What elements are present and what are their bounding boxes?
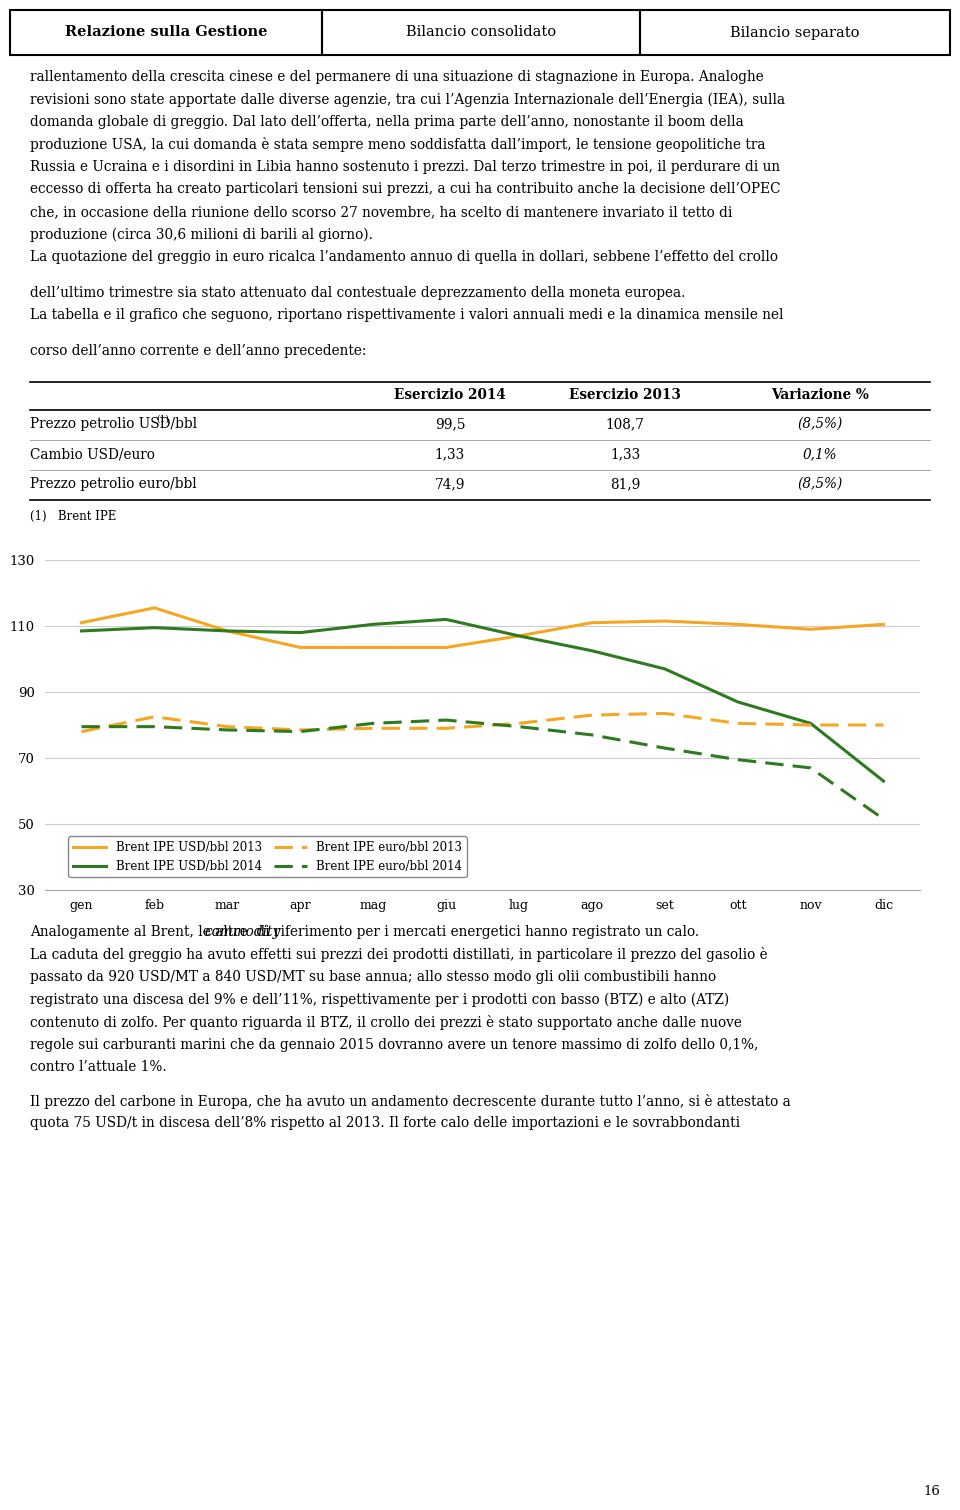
Text: La tabella e il grafico che seguono, riportano rispettivamente i valori annuali : La tabella e il grafico che seguono, rip… bbox=[30, 308, 783, 323]
Text: eccesso di offerta ha creato particolari tensioni sui prezzi, a cui ha contribui: eccesso di offerta ha creato particolari… bbox=[30, 183, 780, 196]
Text: Variazione %: Variazione % bbox=[771, 388, 869, 402]
Text: Russia e Ucraina e i disordini in Libia hanno sostenuto i prezzi. Dal terzo trim: Russia e Ucraina e i disordini in Libia … bbox=[30, 160, 780, 174]
Text: Prezzo petrolio USD/bbl: Prezzo petrolio USD/bbl bbox=[30, 417, 197, 430]
Text: 99,5: 99,5 bbox=[435, 417, 466, 430]
Text: Prezzo petrolio euro/bbl: Prezzo petrolio euro/bbl bbox=[30, 477, 197, 491]
Text: Bilancio consolidato: Bilancio consolidato bbox=[406, 26, 556, 39]
Text: revisioni sono state apportate dalle diverse agenzie, tra cui l’Agenzia Internaz: revisioni sono state apportate dalle div… bbox=[30, 92, 785, 107]
Text: commodity: commodity bbox=[204, 926, 280, 939]
Text: Esercizio 2014: Esercizio 2014 bbox=[395, 388, 506, 402]
Bar bbox=[640, 11, 950, 54]
Bar bbox=[322, 11, 640, 54]
Text: 74,9: 74,9 bbox=[435, 477, 466, 491]
Text: (8,5%): (8,5%) bbox=[798, 477, 843, 491]
Text: dell’ultimo trimestre sia stato attenuato dal contestuale deprezzamento della mo: dell’ultimo trimestre sia stato attenuat… bbox=[30, 285, 685, 300]
Text: Bilancio separato: Bilancio separato bbox=[731, 26, 860, 39]
Text: (1)   Brent IPE: (1) Brent IPE bbox=[30, 510, 116, 522]
Text: registrato una discesa del 9% e dell’11%, rispettivamente per i prodotti con bas: registrato una discesa del 9% e dell’11%… bbox=[30, 992, 730, 1007]
Text: 108,7: 108,7 bbox=[606, 417, 644, 430]
Text: Il prezzo del carbone in Europa, che ha avuto un andamento decrescente durante t: Il prezzo del carbone in Europa, che ha … bbox=[30, 1093, 791, 1108]
Bar bbox=[10, 11, 322, 54]
Text: regole sui carburanti marini che da gennaio 2015 dovranno avere un tenore massim: regole sui carburanti marini che da genn… bbox=[30, 1037, 758, 1051]
Text: 0,1%: 0,1% bbox=[803, 447, 837, 461]
Text: La caduta del greggio ha avuto effetti sui prezzi dei prodotti distillati, in pa: La caduta del greggio ha avuto effetti s… bbox=[30, 947, 768, 962]
Text: contro l’attuale 1%.: contro l’attuale 1%. bbox=[30, 1060, 167, 1074]
Text: 1,33: 1,33 bbox=[610, 447, 640, 461]
Text: Analogamente al Brent, le altre: Analogamente al Brent, le altre bbox=[30, 926, 252, 939]
Text: contenuto di zolfo. Per quanto riguarda il BTZ, il crollo dei prezzi è stato sup: contenuto di zolfo. Per quanto riguarda … bbox=[30, 1015, 742, 1030]
Text: quota 75 USD/t in discesa dell’8% rispetto al 2013. Il forte calo delle importaz: quota 75 USD/t in discesa dell’8% rispet… bbox=[30, 1116, 740, 1131]
Text: Cambio USD/euro: Cambio USD/euro bbox=[30, 447, 155, 461]
Text: 16: 16 bbox=[924, 1484, 940, 1498]
Legend: Brent IPE USD/bbl 2013, Brent IPE USD/bbl 2014, Brent IPE euro/bbl 2013, Brent I: Brent IPE USD/bbl 2013, Brent IPE USD/bb… bbox=[68, 837, 467, 877]
Text: 1,33: 1,33 bbox=[435, 447, 466, 461]
Text: (8,5%): (8,5%) bbox=[798, 417, 843, 430]
Text: Relazione sulla Gestione: Relazione sulla Gestione bbox=[64, 26, 267, 39]
Text: passato da 920 USD/MT a 840 USD/MT su base annua; allo stesso modo gli olii comb: passato da 920 USD/MT a 840 USD/MT su ba… bbox=[30, 969, 716, 985]
Text: rallentamento della crescita cinese e del permanere di una situazione di stagnaz: rallentamento della crescita cinese e de… bbox=[30, 69, 764, 85]
Text: 81,9: 81,9 bbox=[610, 477, 640, 491]
Text: produzione USA, la cui domanda è stata sempre meno soddisfatta dall’import, le t: produzione USA, la cui domanda è stata s… bbox=[30, 137, 765, 153]
Text: domanda globale di greggio. Dal lato dell’offerta, nella prima parte dell’anno, : domanda globale di greggio. Dal lato del… bbox=[30, 115, 744, 128]
Text: produzione (circa 30,6 milioni di barili al giorno).: produzione (circa 30,6 milioni di barili… bbox=[30, 228, 372, 242]
Text: Esercizio 2013: Esercizio 2013 bbox=[569, 388, 681, 402]
Text: La quotazione del greggio in euro ricalca l’andamento annuo di quella in dollari: La quotazione del greggio in euro ricalc… bbox=[30, 251, 778, 264]
Text: di riferimento per i mercati energetici hanno registrato un calo.: di riferimento per i mercati energetici … bbox=[252, 926, 699, 939]
Text: che, in occasione della riunione dello scorso 27 novembre, ha scelto di mantener: che, in occasione della riunione dello s… bbox=[30, 205, 732, 219]
Text: (1): (1) bbox=[156, 415, 169, 424]
Text: corso dell’anno corrente e dell’anno precedente:: corso dell’anno corrente e dell’anno pre… bbox=[30, 344, 367, 358]
